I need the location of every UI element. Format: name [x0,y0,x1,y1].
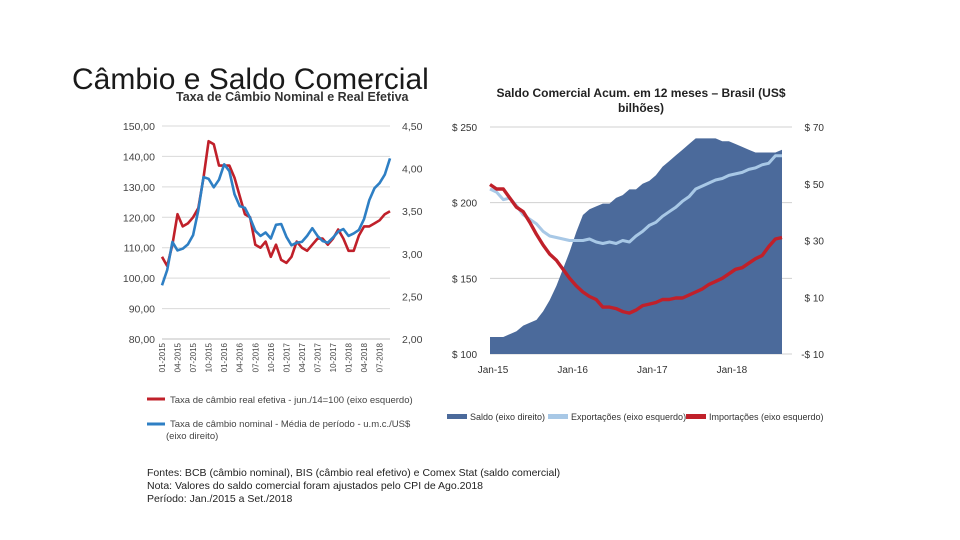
right-y-tick-label: $ 100 [452,350,477,361]
left-y-tick-label: 130,00 [123,182,155,194]
left-y2-tick-label: 4,00 [402,164,423,176]
left-y-tick-label: 90,00 [129,304,155,316]
right-legend: Saldo (eixo direito) Exportações (eixo e… [447,412,824,422]
period-line: Período: Jan./2015 a Set./2018 [147,493,293,505]
left-x-tick-label: 04-2017 [298,342,307,372]
right-chart-title-line1: Saldo Comercial Acum. em 12 meses – Bras… [496,86,785,100]
left-legend: Taxa de câmbio real efetiva - jun./14=10… [147,395,413,442]
slide-title: Câmbio e Saldo Comercial [72,63,429,96]
left-x-tick-label: 10-2016 [267,342,276,372]
left-y-tick-label: 140,00 [123,151,155,163]
legend-label-exportacoes: Exportações (eixo esquerdo) [571,412,686,422]
right-y2-tick-label: $ 50 [805,180,825,191]
left-x-tick-label: 01-2016 [220,342,229,372]
legend-label-nominal-cont: (eixo direito) [166,431,218,442]
left-x-tick-label: 01-2015 [158,342,167,372]
left-x-tick-label: 04-2018 [360,342,369,372]
left-x-tick-label: 04-2016 [236,342,245,372]
legend-label-nominal: Taxa de câmbio nominal - Média de períod… [170,419,411,430]
left-y2-tick-label: 3,50 [402,206,423,218]
left-x-tick-label: 04-2015 [174,342,183,372]
sources-note: Fontes: BCB (câmbio nominal), BIS (câmbi… [147,467,560,506]
right-x-tick-label: Jan-16 [557,365,588,376]
right-series [489,154,783,315]
left-chart-title: Taxa de Câmbio Nominal e Real Efetiva [176,90,410,104]
legend-label-importacoes: Importações (eixo esquerdo) [709,412,824,422]
left-y-tick-label: 80,00 [129,334,155,346]
left-y2-tick-label: 3,00 [402,249,423,261]
exportacoes-line [489,154,782,245]
left-y-tick-label: 100,00 [123,273,155,285]
left-y2-tick-label: 4,50 [402,121,423,133]
right-ticks: $ 100 $ 150 $ 200 $ 250 -$ 10 $ 10 $ 30 $ 50 $ 7… [452,123,824,376]
right-y-tick-label: $ 150 [452,274,477,285]
left-x-tick-label: 10-2015 [205,342,214,372]
left-y-tick-label: 120,00 [123,212,155,224]
left-x-tick-label: 01-2018 [345,342,354,372]
note-line: Nota: Valores do saldo comercial foram a… [147,480,483,492]
legend-label-saldo: Saldo (eixo direito) [470,412,545,422]
right-chart: Saldo Comercial Acum. em 12 meses – Bras… [447,86,824,422]
legend-swatch-exportacoes [548,414,568,419]
left-y2-tick-label: 2,50 [402,291,423,303]
nominal-rate-line [160,158,392,286]
left-y-tick-label: 110,00 [124,243,155,255]
right-x-tick-label: Jan-17 [637,365,668,376]
right-y2-tick-label: $ 30 [805,237,825,248]
right-x-tick-label: Jan-15 [478,365,509,376]
left-chart: Taxa de Câmbio Nominal e Real Efetiva 80… [123,90,423,442]
legend-label-real: Taxa de câmbio real efetiva - jun./14=10… [170,395,413,406]
left-x-tick-label: 01-2017 [282,342,291,372]
left-ticks: 80,00 90,00 100,00 110,00 120,00 130,00 140,00… [123,121,423,372]
left-x-tick-label: 10-2017 [329,342,338,372]
left-x-tick-label: 07-2016 [251,342,260,372]
left-x-tick-label: 07-2015 [189,342,198,372]
left-series [160,139,392,286]
right-x-tick-label: Jan-18 [717,365,748,376]
legend-swatch-importacoes [686,414,706,419]
right-chart-title-line2: bilhões) [618,101,664,115]
left-y2-tick-label: 2,00 [402,334,423,346]
right-y2-tick-label: $ 10 [805,293,825,304]
right-area [490,138,782,354]
left-x-tick-label: 07-2017 [313,342,322,372]
right-y2-tick-label: -$ 10 [801,350,824,361]
left-x-tick-label: 07-2018 [376,342,385,372]
right-y-tick-label: $ 250 [452,123,477,134]
importacoes-line [489,183,783,315]
left-grid [162,125,390,340]
right-y-tick-label: $ 200 [452,199,477,210]
right-y2-tick-label: $ 70 [805,123,825,134]
left-y-tick-label: 150,00 [123,121,155,133]
legend-swatch-saldo [447,414,467,419]
saldo-area [490,138,782,354]
sources-line: Fontes: BCB (câmbio nominal), BIS (câmbi… [147,467,561,479]
